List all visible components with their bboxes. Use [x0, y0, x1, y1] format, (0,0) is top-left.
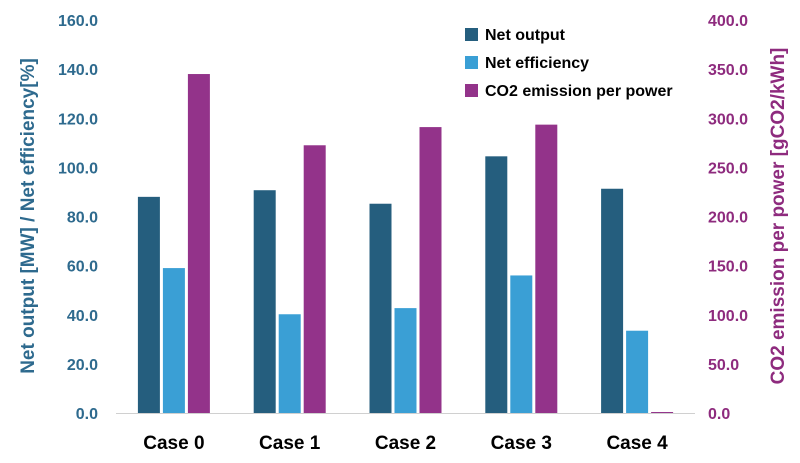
bar-net-output: [137, 196, 160, 413]
legend-swatch: [465, 84, 478, 97]
left-axis-title: Net output [MW] / Net efficiency[%]: [18, 58, 39, 374]
category-label: Case 3: [491, 433, 552, 454]
bar-co2-emission-per-power: [535, 124, 558, 413]
bar-net-output: [369, 203, 392, 413]
left-tick-label: 20.0: [67, 357, 98, 374]
category-label: Case 4: [606, 433, 668, 454]
bar-net-output: [253, 190, 276, 413]
right-tick-label: 50.0: [708, 357, 739, 374]
left-tick-label: 0.0: [76, 406, 98, 423]
legend: Net output Net efficiency CO2 emission per…: [465, 27, 673, 100]
right-axis-title: CO2 emission per power [gCO2/kWh]: [768, 48, 789, 385]
bar-net-output: [485, 156, 508, 413]
left-tick-label: 80.0: [67, 210, 98, 227]
left-tick-label: 160.0: [58, 13, 98, 30]
right-tick-label: 0.0: [708, 406, 730, 423]
left-tick-label: 120.0: [58, 111, 98, 128]
bar-net-efficiency: [510, 275, 533, 413]
left-tick-label: 60.0: [67, 259, 98, 276]
right-tick-label: 300.0: [708, 111, 748, 128]
category-labels: Case 0 Case 1 Case 2 Case 3 Case 4: [143, 433, 668, 454]
category-label: Case 0: [143, 433, 204, 454]
category-label: Case 2: [375, 433, 436, 454]
right-tick-label: 100.0: [708, 308, 748, 325]
right-axis-ticks: 0.0 50.0 100.0 150.0 200.0 250.0 300.0 350.0 400…: [708, 13, 748, 423]
bar-net-output: [601, 188, 624, 413]
bar-net-efficiency: [626, 330, 649, 413]
bar-net-efficiency: [394, 308, 417, 413]
left-axis-ticks: 0.0 20.0 40.0 60.0 80.0 100.0 120.0 140.0 160.0: [58, 13, 98, 423]
left-tick-label: 40.0: [67, 308, 98, 325]
left-tick-label: 100.0: [58, 160, 98, 177]
category-label: Case 1: [259, 433, 321, 454]
bar-net-efficiency: [162, 268, 185, 413]
bar-co2-emission-per-power: [303, 145, 326, 414]
legend-swatch: [465, 56, 478, 69]
legend-swatch: [465, 28, 478, 41]
right-tick-label: 400.0: [708, 13, 748, 30]
bar-co2-emission-per-power: [651, 412, 674, 413]
right-tick-label: 200.0: [708, 210, 748, 227]
bar-co2-emission-per-power: [187, 74, 210, 413]
bars: [116, 74, 695, 414]
legend-label: Net efficiency: [485, 55, 589, 72]
left-tick-label: 140.0: [58, 62, 98, 79]
legend-label: Net output: [485, 27, 566, 44]
legend-label: CO2 emission per power: [485, 83, 673, 100]
right-tick-label: 250.0: [708, 160, 748, 177]
bar-co2-emission-per-power: [419, 127, 442, 413]
right-tick-label: 350.0: [708, 62, 748, 79]
right-tick-label: 150.0: [708, 259, 748, 276]
bar-net-efficiency: [278, 314, 301, 413]
